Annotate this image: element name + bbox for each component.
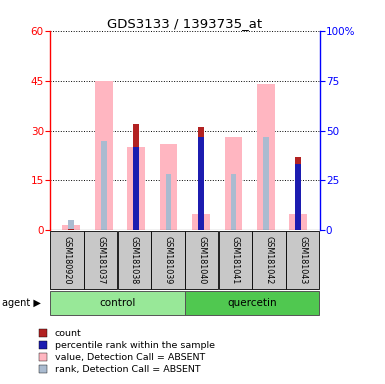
Bar <box>185 231 218 289</box>
Bar <box>224 137 243 230</box>
Bar <box>295 157 301 230</box>
Bar <box>231 174 236 230</box>
Bar <box>198 127 204 230</box>
Bar <box>219 231 252 289</box>
Bar <box>95 81 112 230</box>
Bar <box>68 229 74 230</box>
Legend: count, percentile rank within the sample, value, Detection Call = ABSENT, rank, : count, percentile rank within the sample… <box>35 325 219 378</box>
Bar <box>286 231 320 289</box>
Text: agent ▶: agent ▶ <box>2 298 41 308</box>
Bar <box>133 147 139 230</box>
Text: GSM181043: GSM181043 <box>298 236 307 284</box>
Text: GSM181041: GSM181041 <box>231 236 240 284</box>
Bar <box>101 141 107 230</box>
Text: control: control <box>99 298 136 308</box>
Text: GSM180920: GSM180920 <box>62 236 71 285</box>
Bar <box>62 225 80 230</box>
Bar <box>290 214 307 230</box>
Bar <box>127 147 145 230</box>
Bar <box>84 231 117 289</box>
Title: GDS3133 / 1393735_at: GDS3133 / 1393735_at <box>107 17 262 30</box>
Bar <box>68 220 74 230</box>
Bar <box>192 214 210 230</box>
Text: GSM181039: GSM181039 <box>164 236 172 284</box>
Bar <box>295 214 301 230</box>
Text: GSM181040: GSM181040 <box>197 236 206 284</box>
Bar <box>185 291 320 316</box>
Bar <box>263 137 269 230</box>
Bar <box>117 231 151 289</box>
Bar <box>257 84 275 230</box>
Text: GSM181042: GSM181042 <box>264 236 273 284</box>
Bar <box>50 231 84 289</box>
Bar <box>198 214 204 230</box>
Bar <box>151 231 185 289</box>
Bar <box>160 144 177 230</box>
Bar <box>50 291 185 316</box>
Bar <box>166 174 171 230</box>
Bar <box>133 124 139 230</box>
Text: quercetin: quercetin <box>228 298 277 308</box>
Bar <box>198 137 204 230</box>
Text: GSM181037: GSM181037 <box>96 236 105 284</box>
Bar <box>133 147 139 230</box>
Text: GSM181038: GSM181038 <box>130 236 139 284</box>
Bar <box>295 164 301 230</box>
Bar <box>252 231 286 289</box>
